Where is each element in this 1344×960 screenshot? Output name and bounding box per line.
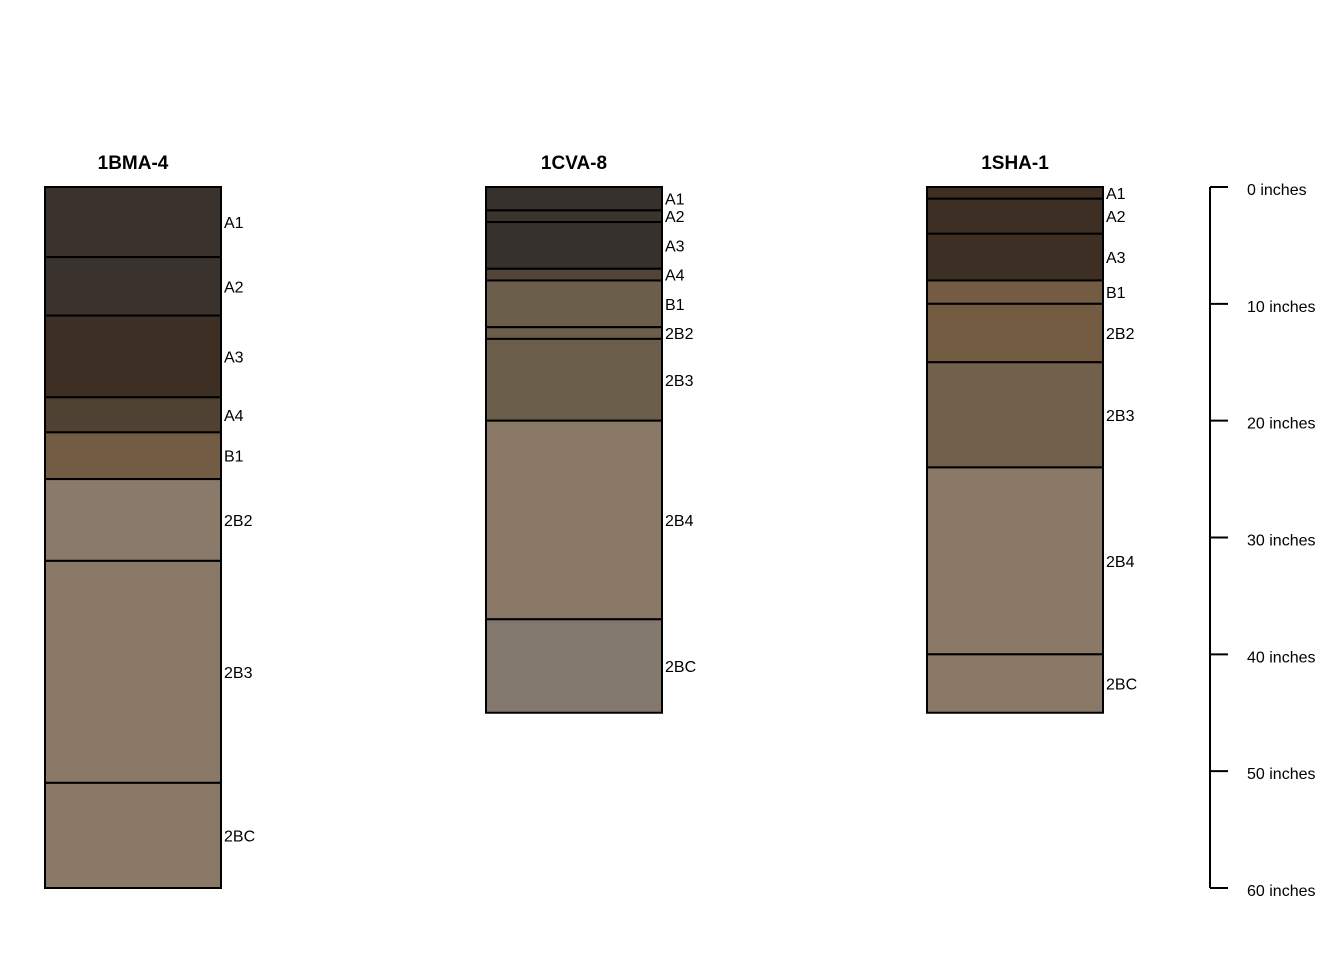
horizon-label: A1 xyxy=(224,215,244,232)
horizon-a1 xyxy=(44,186,222,259)
profile-title: 1CVA-8 xyxy=(541,153,607,174)
depth-tick-label: 20 inches xyxy=(1247,416,1316,433)
horizon-a1 xyxy=(926,186,1104,200)
horizon-label: B1 xyxy=(665,297,685,314)
horizon-2b3 xyxy=(44,559,222,784)
horizon-a2 xyxy=(485,209,663,224)
horizon-label: 2B3 xyxy=(224,665,253,682)
depth-tick-label: 60 inches xyxy=(1247,883,1316,900)
horizon-label: A3 xyxy=(665,238,685,255)
horizon-label: A2 xyxy=(665,209,685,226)
profile-title: 1BMA-4 xyxy=(98,153,169,174)
horizon-2b4 xyxy=(926,466,1104,656)
horizon-label: 2B2 xyxy=(665,326,694,343)
horizon-2bc xyxy=(926,653,1104,714)
horizon-label: 2B3 xyxy=(665,373,694,390)
horizon-2bc xyxy=(485,618,663,714)
horizon-label: B1 xyxy=(1106,285,1126,302)
horizon-a3 xyxy=(926,232,1104,282)
horizon-label: 2B3 xyxy=(1106,408,1135,425)
horizon-label: 2B2 xyxy=(1106,326,1135,343)
soil-profile: 1SHA-1 A1 A2 A3 B1 2B2 2B3 2B4 2BC xyxy=(926,153,1137,714)
horizon-label: 2BC xyxy=(1106,677,1137,694)
depth-tick-label: 30 inches xyxy=(1247,533,1316,550)
horizon-label: 2B4 xyxy=(1106,554,1135,571)
horizon-label: A3 xyxy=(224,349,244,366)
horizon-b1 xyxy=(485,279,663,329)
horizon-label: 2B4 xyxy=(665,513,694,530)
soil-profile: 1BMA-4 A1 A2 A3 A4 B1 2B2 2B3 2BC xyxy=(44,153,255,889)
horizon-label: A1 xyxy=(1106,186,1126,203)
horizon-2b2 xyxy=(44,478,222,562)
depth-tick-label: 50 inches xyxy=(1247,766,1316,783)
horizon-b1 xyxy=(926,279,1104,305)
profile-title: 1SHA-1 xyxy=(981,153,1049,174)
horizon-label: A3 xyxy=(1106,250,1126,267)
horizon-label: 2BC xyxy=(224,828,255,845)
horizon-a4 xyxy=(44,396,222,434)
horizon-b1 xyxy=(44,431,222,481)
horizon-label: A1 xyxy=(665,192,685,209)
horizon-label: B1 xyxy=(224,449,244,466)
depth-tick-label: 40 inches xyxy=(1247,649,1316,666)
horizon-2b2 xyxy=(485,326,663,340)
horizon-label: 2B2 xyxy=(224,513,253,530)
horizon-label: A4 xyxy=(665,268,685,285)
horizon-2bc xyxy=(44,781,222,889)
horizon-a3 xyxy=(44,314,222,399)
horizon-label: A2 xyxy=(224,279,244,296)
horizon-2b3 xyxy=(926,361,1104,469)
horizon-label: 2BC xyxy=(665,659,696,676)
depth-axis: 0 inches 10 inches 20 inches 30 inches 40 in… xyxy=(1209,182,1316,900)
horizon-a2 xyxy=(926,197,1104,235)
horizon-a2 xyxy=(44,256,222,317)
horizon-2b2 xyxy=(926,302,1104,364)
depth-tick-label: 0 inches xyxy=(1247,182,1307,199)
horizon-label: A2 xyxy=(1106,209,1126,226)
horizon-a3 xyxy=(485,221,663,270)
depth-tick-label: 10 inches xyxy=(1247,299,1316,316)
horizon-2b3 xyxy=(485,337,663,422)
horizon-a1 xyxy=(485,186,663,212)
profiles-layer: 1BMA-4A1A2A3A4B12B22B32BC1CVA-8A1A2A3A4B… xyxy=(44,153,1137,889)
horizon-label: A4 xyxy=(224,408,244,425)
horizon-a4 xyxy=(485,267,663,282)
horizon-2b4 xyxy=(485,419,663,621)
